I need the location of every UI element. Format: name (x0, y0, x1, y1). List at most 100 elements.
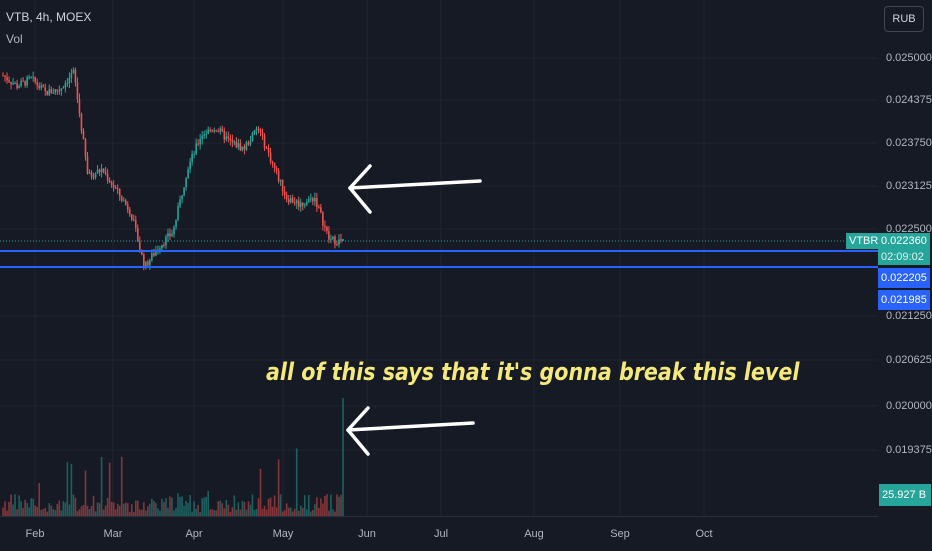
volume-bar (80, 506, 83, 516)
volume-bar (289, 507, 292, 516)
volume-bar (229, 511, 232, 516)
volume-bar (169, 496, 171, 516)
volume-bar (96, 502, 99, 516)
volume-bar (237, 502, 240, 516)
volume-bar (269, 497, 272, 516)
volume-bar (58, 500, 61, 516)
volume-bar (151, 498, 153, 516)
candle-body (161, 244, 163, 249)
price-chart (0, 0, 878, 516)
candle-body (78, 99, 81, 114)
candle-body (48, 89, 51, 96)
volume-bar (199, 511, 201, 516)
volume-bar (149, 503, 151, 516)
candle-body (40, 85, 43, 88)
volume-bar (147, 506, 149, 516)
volume-bar (291, 511, 294, 516)
volume-bar (94, 511, 97, 516)
candle-body (225, 136, 228, 140)
volume-bar (145, 510, 147, 516)
candle-body (213, 130, 216, 132)
candle-body (257, 128, 260, 130)
candle-body (16, 82, 18, 89)
candle-body (110, 182, 113, 185)
candle-body (86, 156, 89, 174)
volume-bar (203, 497, 205, 516)
candle-body (332, 236, 334, 239)
candle-body (193, 153, 195, 155)
volume-bar (163, 502, 165, 516)
arrow-volume-icon (346, 406, 475, 456)
volume-bar (116, 503, 119, 516)
volume-bar (4, 501, 6, 516)
volume-bar (141, 509, 143, 516)
candle-body (199, 139, 201, 145)
volume-bar (128, 511, 131, 516)
candle-body (6, 76, 8, 81)
volume-bar (52, 509, 55, 516)
volume-bar (231, 507, 234, 516)
volume-bar (275, 507, 278, 516)
volume-bar (102, 509, 105, 516)
candle-body (149, 260, 151, 266)
candle-body (14, 82, 16, 84)
candle-body (108, 180, 111, 183)
candle-body (207, 129, 210, 134)
candle-body (324, 225, 326, 227)
volume-bar (340, 494, 342, 516)
volume-bar (342, 398, 344, 516)
candle-body (251, 132, 254, 142)
volume-bar (193, 501, 195, 516)
volume-bar (139, 509, 141, 516)
candle-body (114, 187, 117, 189)
candle-body (116, 188, 119, 190)
candle-body (171, 234, 173, 237)
volume-legend[interactable]: Vol (6, 32, 23, 46)
volume-bar (50, 505, 53, 516)
candle-body (147, 261, 149, 266)
time-axis[interactable] (0, 516, 878, 551)
candle-body (38, 85, 41, 88)
candle-body (265, 147, 268, 149)
candle-body (328, 231, 330, 240)
volume-bar (318, 507, 320, 516)
volume-bar (225, 500, 228, 516)
candle-body (275, 168, 278, 171)
chart-area[interactable] (0, 0, 878, 516)
time-tick-label: Jun (358, 528, 376, 540)
symbol-legend[interactable]: VTB, 4h, MOEX (6, 10, 92, 24)
candle-body (316, 197, 318, 208)
candle-body (128, 209, 131, 215)
candle-body (197, 143, 199, 145)
candle-body (173, 227, 175, 235)
time-tick-label: Mar (103, 528, 123, 540)
candle-body (291, 198, 294, 203)
candle-body (271, 161, 274, 164)
candle-body (287, 199, 290, 203)
time-tick-label: May (272, 528, 294, 540)
candle-body (229, 138, 232, 141)
volume-bar (277, 459, 280, 516)
volume-bar (84, 470, 87, 516)
candle-body (4, 75, 6, 77)
currency-button[interactable]: RUB (884, 6, 924, 32)
volume-bar (112, 502, 115, 516)
volume-bar (281, 511, 284, 516)
price-tick-label: 0.025000 (886, 52, 932, 64)
volume-bar (257, 498, 260, 516)
candle-body (211, 130, 214, 132)
candle-body (239, 143, 242, 151)
volume-bar (320, 498, 322, 516)
volume-bar (16, 509, 18, 516)
candle-body (283, 191, 286, 195)
volume-bar (92, 495, 95, 516)
volume-bar (205, 496, 207, 516)
candle-body (247, 142, 250, 145)
candle-body (104, 172, 107, 174)
candle-body (12, 83, 14, 85)
candle-body (80, 113, 83, 131)
volume-bar (20, 501, 22, 516)
volume-bar (130, 504, 133, 516)
candle-body (66, 83, 69, 85)
candle-body (20, 80, 22, 87)
